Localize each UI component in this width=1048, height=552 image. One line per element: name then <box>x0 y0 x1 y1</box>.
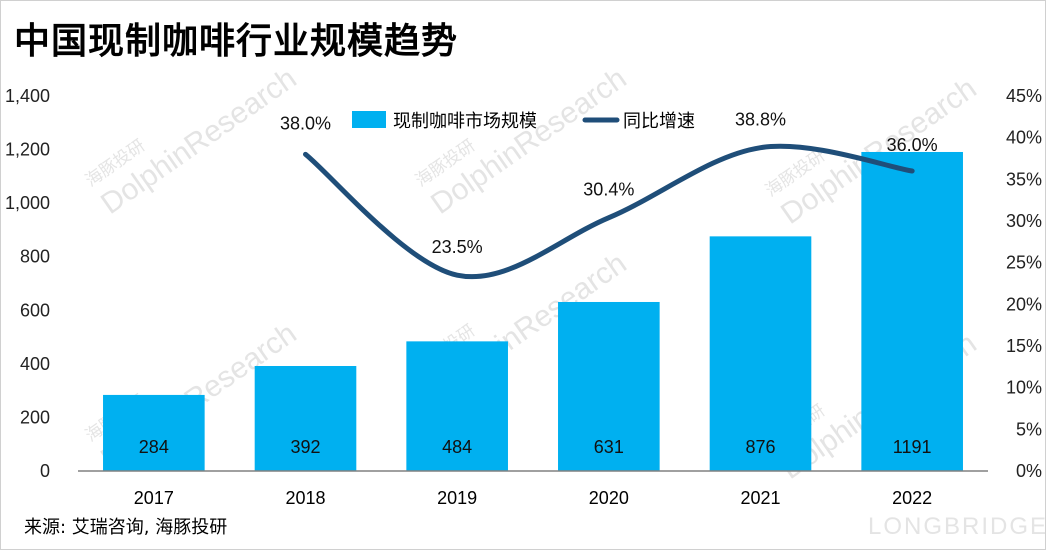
line-value-label: 38.8% <box>735 110 786 130</box>
bar <box>254 366 357 471</box>
source-note: 来源: 艾瑞咨询, 海豚投研 <box>24 517 228 538</box>
left-tick-label: 200 <box>20 407 50 427</box>
category-label: 2018 <box>285 488 325 508</box>
left-tick-label: 1,000 <box>5 193 50 213</box>
right-tick-label: 35% <box>1006 169 1042 189</box>
bar <box>558 301 660 471</box>
line-value-label: 36.0% <box>887 135 938 155</box>
bar-value-labels: 284 392 484 631 876 1191 <box>139 437 932 457</box>
bar <box>709 236 812 471</box>
category-label: 2017 <box>134 488 174 508</box>
line-value-label: 30.4% <box>583 180 634 200</box>
bar <box>861 151 963 471</box>
right-tick-label: 40% <box>1006 128 1042 148</box>
bar-value-label: 1191 <box>893 437 932 457</box>
left-tick-label: 400 <box>20 354 50 374</box>
right-tick-label: 10% <box>1006 378 1042 398</box>
category-label: 2020 <box>589 488 629 508</box>
right-tick-label: 0% <box>1016 461 1042 481</box>
left-tick-label: 0 <box>40 461 50 481</box>
bar-value-label: 631 <box>594 437 624 457</box>
bar <box>406 341 508 471</box>
bar-series <box>103 151 963 471</box>
line-series <box>303 143 915 280</box>
left-tick-label: 800 <box>20 247 50 267</box>
right-tick-label: 15% <box>1006 336 1042 356</box>
line-value-labels: 38.0% 23.5% 30.4% 38.8% 36.0% <box>280 110 938 258</box>
watermark-text-en: DolphinResearch <box>95 62 302 221</box>
chart-title: 中国现制咖啡行业规模趋势 <box>14 21 459 62</box>
category-axis-labels: 2017 2018 2019 2020 2021 2022 <box>134 488 932 508</box>
legend-bar-swatch <box>352 111 386 128</box>
right-tick-label: 25% <box>1006 253 1042 273</box>
right-tick-label: 20% <box>1006 294 1042 314</box>
left-tick-label: 600 <box>20 300 50 320</box>
legend-line-label: 同比增速 <box>623 111 695 132</box>
category-label: 2021 <box>740 488 780 508</box>
right-tick-label: 45% <box>1006 86 1042 106</box>
bar-value-label: 484 <box>442 437 472 457</box>
growth-line <box>303 143 915 280</box>
bar-value-label: 284 <box>139 437 169 457</box>
left-axis-ticks: 0 200 400 600 800 1,000 1,200 1,400 <box>5 86 50 481</box>
category-label: 2019 <box>437 488 477 508</box>
right-tick-label: 5% <box>1016 419 1042 439</box>
category-label: 2022 <box>892 488 932 508</box>
line-value-label: 23.5% <box>432 237 483 257</box>
bar-value-label: 876 <box>745 437 775 457</box>
bar <box>103 394 205 471</box>
right-tick-label: 30% <box>1006 211 1042 231</box>
left-tick-label: 1,400 <box>5 86 50 106</box>
watermark-brand: LONGBRIDGE <box>868 513 1048 540</box>
legend: 现制咖啡市场规模 同比增速 <box>352 111 695 132</box>
legend-bar-label: 现制咖啡市场规模 <box>393 111 537 132</box>
left-tick-label: 1,200 <box>5 140 50 160</box>
bar-value-label: 392 <box>290 437 320 457</box>
line-value-label: 38.0% <box>280 113 331 133</box>
right-axis-ticks: 0% 5% 10% 15% 20% 25% 30% 35% 40% 45% <box>1006 86 1042 481</box>
